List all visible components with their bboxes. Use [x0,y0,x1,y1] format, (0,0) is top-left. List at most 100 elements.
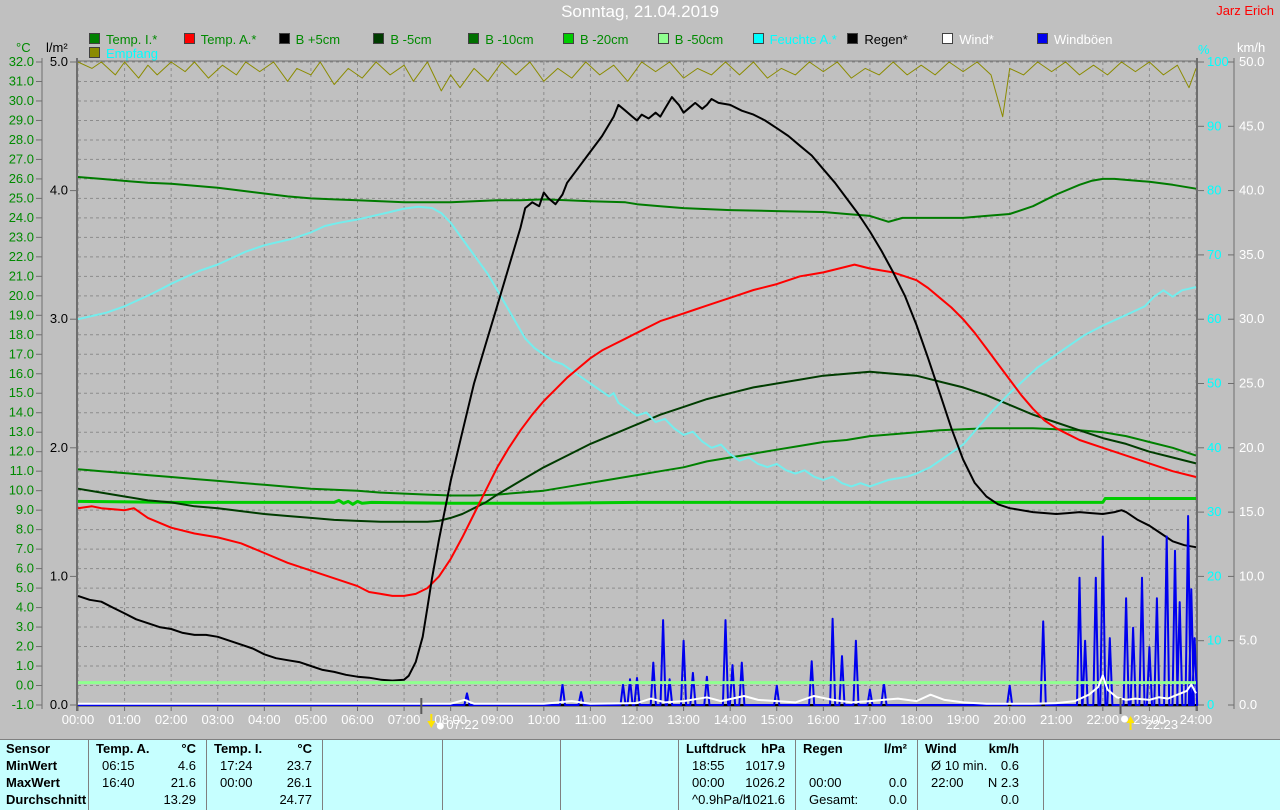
table-value-cell: 1026.2 [745,775,785,790]
series-b-20cm [77,497,1196,506]
percent-axis-label: 60 [1207,311,1221,326]
kmh-axis-label: 10.0 [1239,568,1264,583]
table-separator [1043,740,1044,810]
legend-label: B -5cm [390,32,432,47]
author-watermark: Jarz Erich [1216,3,1274,18]
series-windb-en [78,515,1199,706]
percent-axis-label: 0 [1207,697,1214,712]
time-axis-label: 19:00 [947,712,980,727]
sun-marker-2223: 22:23 [1119,698,1178,732]
celsius-axis-label: 16.0 [9,366,34,381]
percent-axis-label: 80 [1207,183,1221,198]
lm2-axis-label: 5.0 [50,54,68,69]
lm2-axis-label: 0.0 [50,697,68,712]
legend-swatch-b-20cm [563,33,574,44]
legend-swatch-regen [847,33,859,44]
series-b-10cm [77,427,1197,497]
legend: Temp. I.* Temp. A.* B +5cm B -5cm B -10cm B -… [0,0,1280,62]
celsius-axis-label: 26.0 [9,171,34,186]
sun-marker-0722: 07:22 [420,698,479,732]
celsius-axis-label: 8.0 [16,522,34,537]
series-b-5cm [77,370,1197,523]
celsius-axis-label: 3.0 [16,619,34,634]
percent-axis-label: 10 [1207,633,1221,648]
table-value-cell: 24.77 [279,792,312,807]
celsius-axis-label: 23.0 [9,229,34,244]
kmh-axis-label: 40.0 [1239,183,1264,198]
legend-label: Windböen [1054,32,1113,47]
legend-label: B -20cm [580,32,629,47]
table-separator [678,740,679,810]
table-value-cell: 0.0 [888,775,907,790]
table-separator [560,740,561,810]
time-axis-label: 00:00 [62,712,95,727]
legend-label: Feuchte A.* [769,32,837,47]
celsius-axis-label: 25.0 [9,190,34,205]
time-axis-label: 20:00 [993,712,1026,727]
celsius-axis-label: -1.0 [12,697,34,712]
percent-axis-label: 70 [1207,247,1221,262]
table-group-name: Luftdruck [686,741,746,756]
table-time-cell: Gesamt: [809,792,859,807]
time-axis-label: 03:00 [201,712,234,727]
table-separator [88,740,89,810]
celsius-axis-label: 18.0 [9,327,34,342]
lm2-axis-label: 3.0 [50,311,68,326]
kmh-axis-label: 45.0 [1239,118,1264,133]
table-value-cell: N 2.3 [987,775,1019,790]
time-axis: 00:00 01:00 02:00 03:00 04:00 05:00 06:00 07:00… [62,706,1212,727]
plot-borders [41,58,1235,711]
celsius-axis-label: 21.0 [9,268,34,283]
table-time-cell: 18:55 [692,758,725,773]
celsius-axis-label: 29.0 [9,112,34,127]
celsius-axis-label: 22.0 [9,249,34,264]
table-time-cell: 00:00 [809,775,842,790]
celsius-axis-label: 31.0 [9,73,34,88]
legend-label: B -10cm [485,32,534,47]
celsius-axis-label: 2.0 [16,639,34,654]
celsius-axis-label: 24.0 [9,210,34,225]
lm2-axis-label: 2.0 [50,440,68,455]
table-group-unit: °C [181,741,196,756]
lm2-axis-label: 1.0 [50,568,68,583]
lm2-axis-label: 4.0 [50,183,68,198]
legend-label: Wind* [959,32,994,47]
celsius-axis-label: 9.0 [16,502,34,517]
celsius-axis: 32.0 31.0 30.0 29.0 28.0 27.0 26.0 25.0 24.0 23.0… [9,54,42,712]
time-axis-label: 05:00 [295,712,328,727]
kmh-axis-label: 20.0 [1239,440,1264,455]
series-b-5cm [77,96,1197,682]
legend-swatch-temp-a [183,33,195,44]
table-value-cell: 21.6 [170,775,196,790]
celsius-axis-label: 12.0 [9,444,34,459]
gridlines [77,61,1197,706]
series-empfang [77,61,1197,118]
table-group-unit: hPa [761,741,785,756]
legend-swatch-empfang [89,47,100,58]
table-group-name: Regen [803,741,843,756]
legend-label: Empfang [106,46,159,61]
stats-table: Sensor MinWert MaxWert Durchschnitt Temp. A.… [0,739,1280,810]
celsius-axis-label: 1.0 [16,658,34,673]
time-axis-label: 18:00 [900,712,933,727]
time-axis-label: 10:00 [528,712,561,727]
celsius-axis-label: 30.0 [9,93,34,108]
table-value-cell: 26.1 [286,775,312,790]
percent-axis-label: 50 [1207,376,1221,391]
legend-swatch-b-50cm [657,33,669,44]
table-row-label: Durchschnitt [6,792,87,807]
table-value-cell: 13.29 [163,792,196,807]
celsius-axis-label: 13.0 [9,424,34,439]
table-value-cell: 0.6 [1000,758,1019,773]
series-feuchte-a [77,205,1197,488]
kmh-axis: 50.0 45.0 40.0 35.0 30.0 25.0 20.0 15.0 10.0 5.0 0… [1228,54,1264,712]
table-value-cell: 1017.9 [745,758,785,773]
time-axis-label: 21:00 [1040,712,1073,727]
series-temp-a [77,263,1197,597]
time-axis-label: 07:00 [388,712,421,727]
legend-label: B -50cm [674,32,724,47]
unit-label-lm2: l/m² [46,40,68,55]
time-axis-label: 01:00 [108,712,141,727]
kmh-axis-label: 0.0 [1239,697,1257,712]
